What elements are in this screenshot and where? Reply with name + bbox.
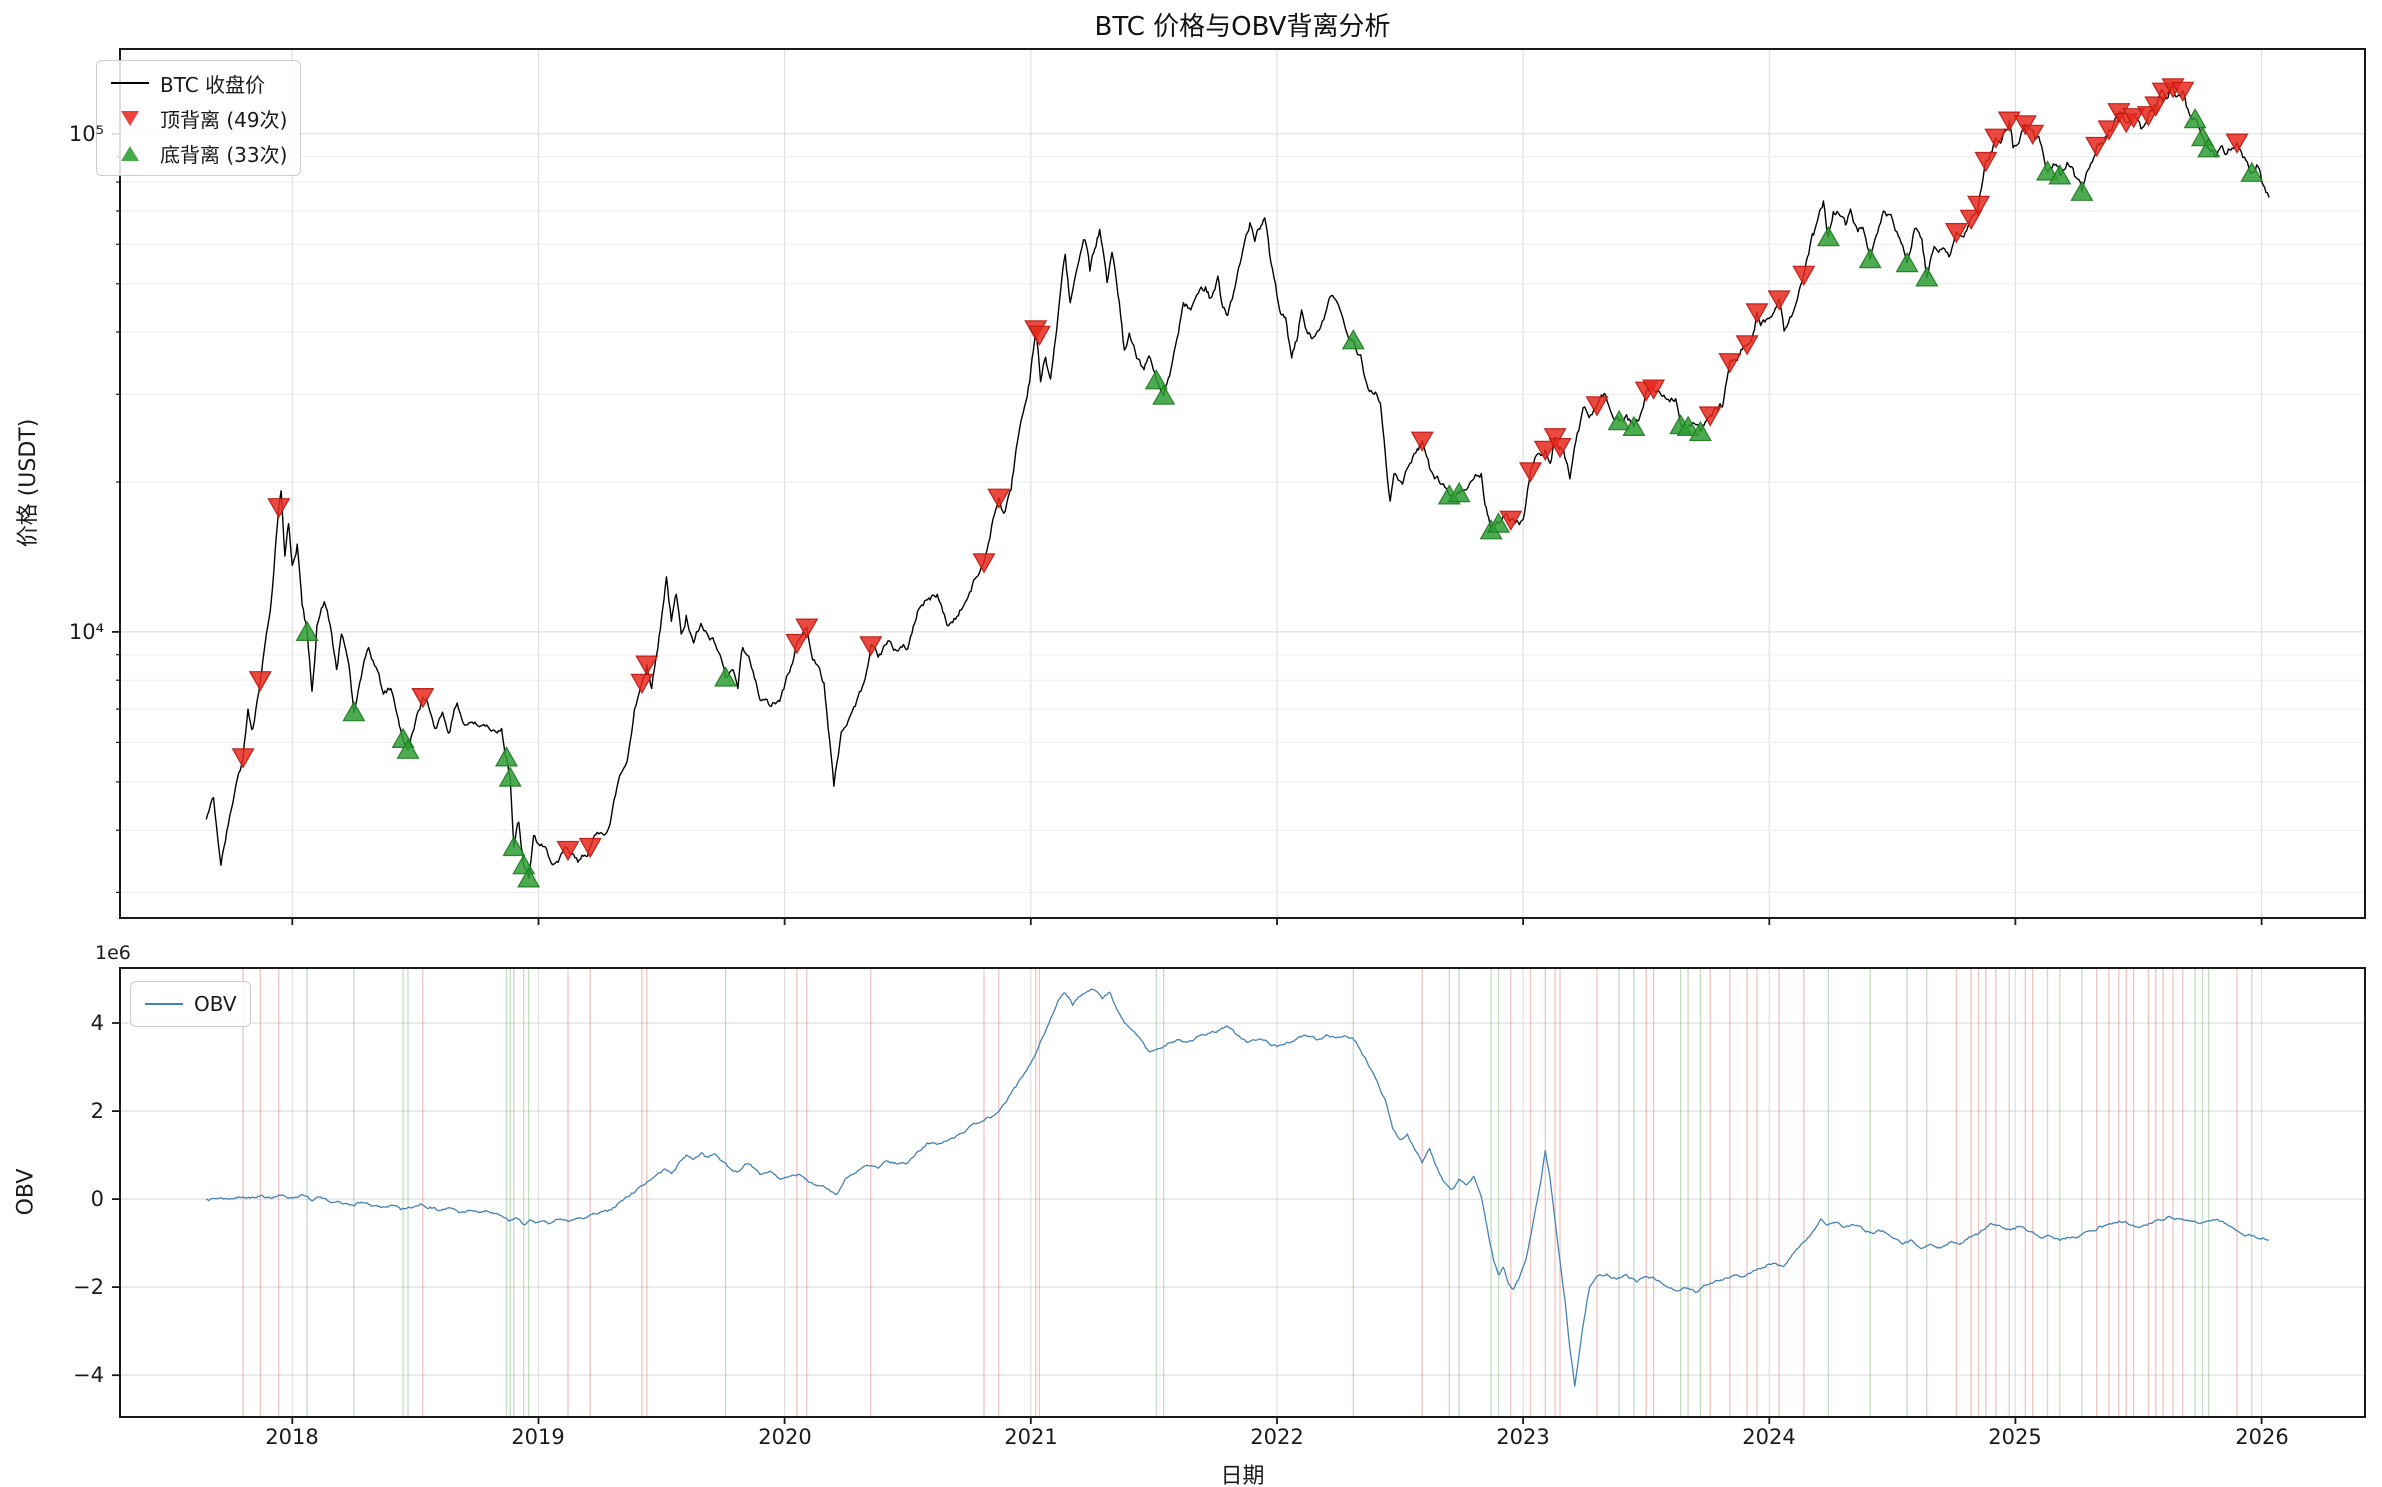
obv-y-tick-label: −2 — [73, 1275, 104, 1299]
x-tick-label: 2018 — [265, 1425, 319, 1449]
tick-marks — [112, 132, 2263, 1424]
chart-title: BTC 价格与OBV背离分析 — [1094, 12, 1391, 42]
legend-item-top-divergence: 顶背离 (49次) — [110, 103, 287, 133]
obv-y-tick-label: 0 — [90, 1187, 104, 1211]
legend-label-price-line: BTC 收盘价 — [160, 72, 266, 97]
legend-item-obv-line: OBV — [144, 989, 237, 1019]
obv-line — [205, 988, 2270, 1387]
divergence-vlines — [242, 968, 2253, 1417]
x-tick-label: 2025 — [1988, 1425, 2042, 1449]
obv-y-tick-label: −4 — [73, 1363, 104, 1387]
obv-y-tick-label: 2 — [90, 1099, 104, 1123]
top-divergence-markers — [231, 78, 2249, 862]
x-tick-label: 2024 — [1742, 1425, 1796, 1449]
x-tick-label: 2021 — [1004, 1425, 1058, 1449]
triangle-up-icon — [110, 145, 150, 161]
x-axis-label: 日期 — [1220, 1464, 1265, 1487]
axes-spines — [119, 48, 2366, 1418]
triangle-down-icon — [110, 110, 150, 126]
obv-offset-label: 1e6 — [95, 942, 131, 964]
price-legend: BTC 收盘价 顶背离 (49次) 底背离 (33次) — [96, 60, 302, 176]
legend-item-bottom-divergence: 底背离 (33次) — [110, 138, 287, 168]
line-swatch-icon — [110, 82, 150, 84]
x-tick-label: 2020 — [758, 1425, 812, 1449]
legend-label-obv-line: OBV — [194, 992, 237, 1016]
legend-label-bottom-divergence: 底背离 (33次) — [160, 142, 288, 167]
bottom-divergence-markers — [295, 107, 2264, 888]
obv-y-tick-label: 4 — [90, 1011, 104, 1035]
obv-grid — [120, 968, 2365, 1417]
x-tick-label: 2022 — [1250, 1425, 1304, 1449]
obv-legend: OBV — [130, 981, 251, 1027]
legend-label-top-divergence: 顶背离 (49次) — [160, 107, 288, 132]
btc-price-line — [205, 86, 2270, 880]
x-tick-label: 2026 — [2235, 1425, 2289, 1449]
legend-item-price-line: BTC 收盘价 — [110, 68, 287, 98]
price-y-tick-label: 10⁴ — [68, 620, 104, 644]
x-tick-label: 2023 — [1496, 1425, 1550, 1449]
x-tick-label: 2019 — [511, 1425, 565, 1449]
price-y-axis-label: 价格 (USDT) — [16, 418, 41, 548]
line-swatch-icon — [144, 1003, 184, 1005]
price-y-tick-label: 10⁵ — [68, 122, 104, 146]
price-grid — [120, 49, 2365, 918]
